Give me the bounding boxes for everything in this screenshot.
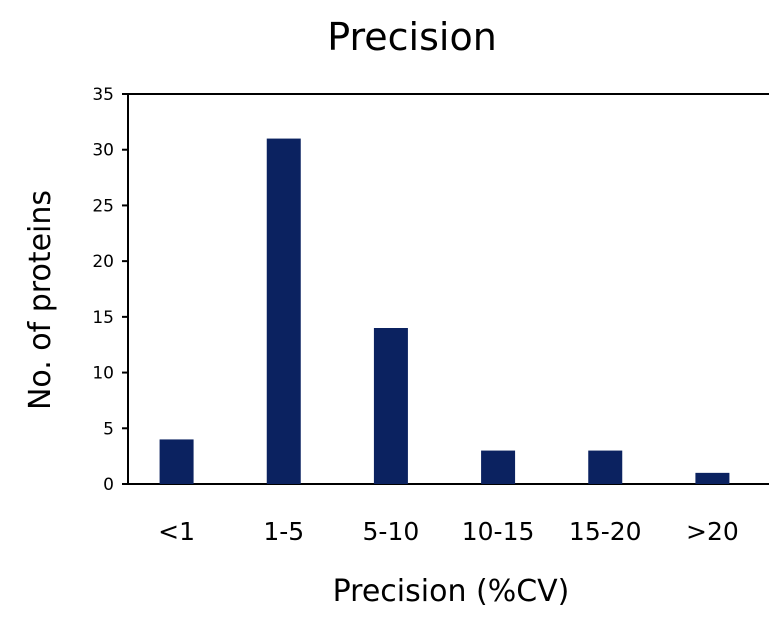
y-tick-label: 25 (92, 196, 114, 216)
bar (481, 450, 516, 484)
x-tick-label: >20 (686, 517, 739, 546)
plot-area: 0 5 10 15 20 25 30 35 <1 1-5 5-10 10-15 15-20 >20 (92, 85, 769, 546)
y-tick-label: 15 (92, 308, 114, 328)
x-tick-label: 5-10 (363, 517, 420, 546)
bar (266, 138, 301, 485)
x-tick-label: <1 (158, 517, 195, 546)
x-axis-title: Precision (%CV) (333, 574, 570, 609)
bar (588, 450, 623, 484)
x-tick-label: 15-20 (569, 517, 642, 546)
y-tick-label: 5 (103, 419, 114, 439)
y-tick-label: 20 (92, 252, 114, 272)
bar (695, 472, 730, 484)
y-tick-label: 35 (92, 85, 114, 105)
bar (373, 328, 408, 484)
y-tick-label: 30 (92, 141, 114, 161)
bar (159, 439, 194, 484)
y-axis-title: No. of proteins (23, 190, 58, 410)
x-tick-label: 1-5 (263, 517, 304, 546)
plot-frame (127, 93, 769, 485)
y-tick-label: 10 (92, 364, 114, 384)
chart-title: Precision (327, 15, 497, 59)
y-tick-label: 0 (103, 475, 114, 495)
x-tick-label: 10-15 (462, 517, 535, 546)
